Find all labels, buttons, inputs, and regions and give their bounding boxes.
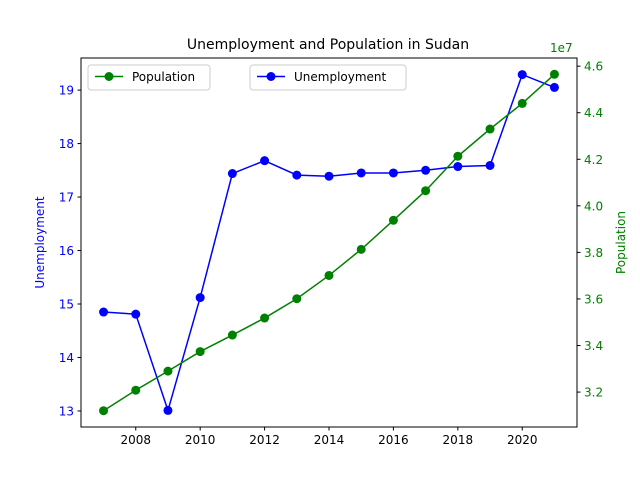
data-point-population <box>99 406 109 416</box>
legend-unemployment: Unemployment <box>249 64 407 91</box>
y-left-tick-label: 16 <box>59 244 74 258</box>
y-right-tick-label: 4.2 <box>584 153 603 167</box>
y-axis-right-label: Population <box>614 211 628 274</box>
data-point-population <box>163 366 173 376</box>
x-tick-label: 2008 <box>120 433 151 447</box>
data-point-population <box>324 270 334 280</box>
legend-unemployment-marker <box>266 72 276 81</box>
y-right-tick-label: 3.2 <box>584 386 603 400</box>
data-point-population <box>485 124 495 134</box>
y-left-tick-label: 19 <box>59 84 74 98</box>
data-point-population <box>549 69 559 79</box>
data-point-unemployment <box>485 160 495 170</box>
data-point-population <box>421 186 431 196</box>
y-left-tick-label: 14 <box>59 351 74 365</box>
data-point-unemployment <box>99 307 109 317</box>
legend-population-marker <box>104 72 114 81</box>
data-point-unemployment <box>292 170 302 180</box>
y-right-tick-label: 3.6 <box>584 292 603 306</box>
y-right-tick-label: 4.4 <box>584 106 603 120</box>
data-point-population <box>292 294 302 304</box>
x-tick-label: 2016 <box>378 433 409 447</box>
y-right-tick-label: 4.6 <box>584 60 603 74</box>
series-line-unemployment <box>103 73 555 413</box>
data-point-population <box>517 98 527 108</box>
y-axis-left: 13 14 15 16 17 18 19 <box>59 84 81 418</box>
data-point-unemployment <box>163 405 173 415</box>
y-axis-right-offset-label: 1e7 <box>550 41 573 55</box>
y-axis-right: 3.2 3.4 3.6 3.8 4.0 4.2 4.4 4.6 <box>577 60 603 400</box>
data-point-unemployment <box>388 168 398 178</box>
data-point-population <box>356 244 366 254</box>
data-point-unemployment <box>421 165 431 175</box>
data-point-population <box>260 313 270 323</box>
plot-area <box>99 69 559 416</box>
x-tick-label: 2012 <box>249 433 280 447</box>
series-line-population <box>103 73 555 412</box>
data-point-unemployment <box>227 169 237 179</box>
y-axis-left-label: Unemployment <box>33 196 47 289</box>
legend-unemployment-frame <box>249 64 407 91</box>
chart-title: Unemployment and Population in Sudan <box>187 37 469 53</box>
data-point-unemployment <box>260 156 270 166</box>
x-axis: 2008 2010 2012 2014 2016 2018 2020 <box>120 427 538 447</box>
legend-population: Population <box>87 64 211 91</box>
data-point-unemployment <box>131 309 141 319</box>
x-tick-label: 2014 <box>314 433 345 447</box>
data-point-population <box>388 215 398 225</box>
data-point-unemployment <box>517 70 527 80</box>
x-tick-label: 2020 <box>507 433 538 447</box>
y-left-tick-label: 15 <box>59 298 74 312</box>
data-point-population <box>227 330 237 340</box>
x-tick-label: 2018 <box>443 433 474 447</box>
data-point-population <box>195 347 205 357</box>
data-point-population <box>131 385 141 395</box>
data-point-unemployment <box>453 162 463 172</box>
legend-population-label: Population <box>132 70 195 84</box>
data-point-unemployment <box>195 293 205 303</box>
x-tick-label: 2010 <box>185 433 216 447</box>
data-point-unemployment <box>324 171 334 181</box>
y-left-tick-label: 17 <box>59 191 74 205</box>
data-point-population <box>453 151 463 161</box>
data-point-unemployment <box>549 82 559 92</box>
y-right-tick-label: 3.4 <box>584 339 603 353</box>
y-left-tick-label: 13 <box>59 404 74 418</box>
legend-population-frame <box>87 64 211 91</box>
data-point-unemployment <box>356 168 366 178</box>
y-left-tick-label: 18 <box>59 137 74 151</box>
y-right-tick-label: 4.0 <box>584 199 603 213</box>
legend-unemployment-label: Unemployment <box>294 70 387 84</box>
y-right-tick-label: 3.8 <box>584 246 603 260</box>
